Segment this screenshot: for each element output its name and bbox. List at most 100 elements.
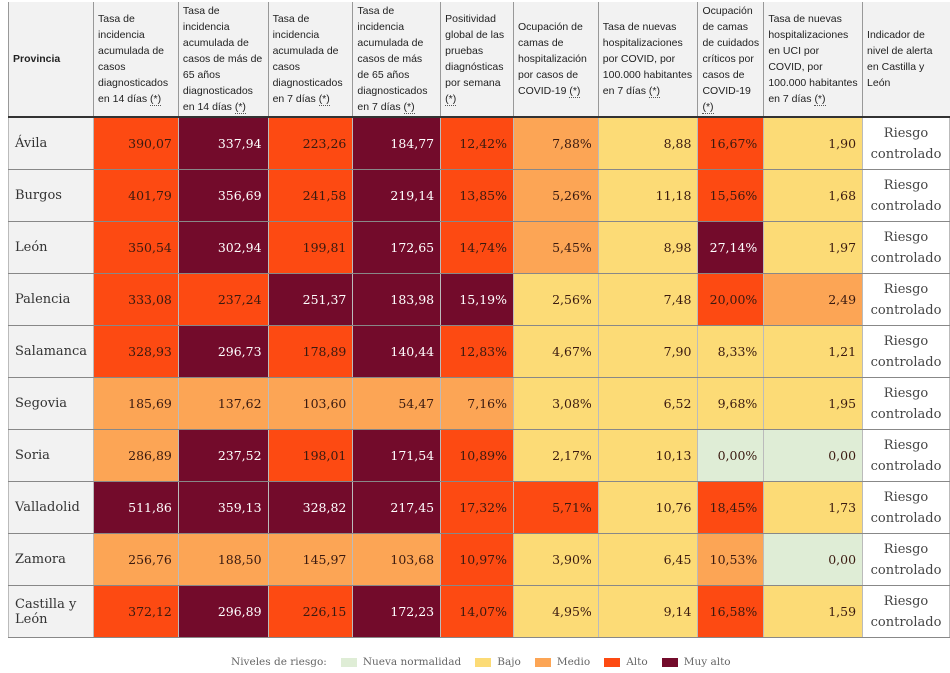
legend-item-label: Muy alto [683, 656, 731, 668]
indicator-cell: 15,56% [697, 169, 765, 222]
indicator-cell: 145,97 [267, 533, 354, 586]
alert-level: Riesgo controlado [862, 429, 950, 482]
indicator-cell: 5,45% [512, 221, 599, 274]
indicator-cell: 241,58 [267, 169, 354, 222]
legend-label: Niveles de riesgo: [231, 656, 327, 668]
indicator-cell: 6,52 [597, 377, 699, 430]
footnote-link[interactable]: (*) [150, 93, 162, 106]
indicator-cell: 219,14 [352, 169, 442, 222]
header-text: Ocupación de camas de hospitalización po… [517, 21, 587, 97]
indicator-cell: 54,47 [352, 377, 442, 430]
indicator-cell: 10,89% [440, 429, 514, 482]
footnote-link[interactable]: (*) [648, 85, 660, 98]
indicator-cell: 0,00% [697, 429, 765, 482]
indicator-cell: 4,67% [512, 325, 599, 378]
indicator-cell: 356,69 [177, 169, 269, 222]
column-header: Provincia [7, 2, 94, 118]
indicator-cell: 1,73 [763, 481, 864, 534]
indicator-cell: 27,14% [697, 221, 765, 274]
legend-item-label: Medio [556, 656, 591, 668]
header-text: Ocupación de camas de cuidados críticos … [702, 5, 760, 97]
table-row: Ávila 390,07 337,94 223,26 184,77 12,42% 7,88%… [7, 116, 950, 170]
table-row: Segovia 185,69 137,62 103,60 54,47 7,16% 3,08%… [7, 377, 950, 430]
alert-level: Riesgo controlado [862, 169, 950, 222]
footnote-link[interactable]: (*) [318, 93, 330, 106]
header-text: Tasa de incidencia acumulada de casos di… [272, 13, 343, 105]
indicator-cell: 359,13 [177, 481, 269, 534]
province-name: Castilla y León [7, 585, 95, 638]
alert-level: Riesgo controlado [862, 325, 950, 378]
province-name: León [7, 221, 95, 274]
indicator-cell: 11,18 [597, 169, 699, 222]
table-row: Palencia 333,08 237,24 251,37 183,98 15,19% 2,… [7, 273, 950, 326]
indicator-cell: 328,93 [93, 325, 179, 378]
indicator-cell: 0,00 [763, 429, 864, 482]
column-header: Tasa de incidencia acumulada de casos di… [267, 2, 353, 118]
indicator-cell: 198,01 [267, 429, 354, 482]
indicator-cell: 10,76 [597, 481, 699, 534]
indicator-cell: 2,49 [763, 273, 864, 326]
footnote-link[interactable]: (*) [445, 93, 457, 106]
indicator-cell: 302,94 [177, 221, 269, 274]
indicator-cell: 2,17% [512, 429, 599, 482]
indicator-cell: 1,68 [763, 169, 864, 222]
province-name: Salamanca [7, 325, 95, 378]
indicator-cell: 5,26% [512, 169, 599, 222]
indicator-cell: 185,69 [93, 377, 179, 430]
indicator-cell: 1,21 [763, 325, 864, 378]
indicator-cell: 286,89 [93, 429, 179, 482]
table-row: Castilla y León 372,12 296,89 226,15 172,23 1… [7, 585, 950, 638]
indicator-cell: 6,45 [597, 533, 699, 586]
indicator-cell: 5,71% [512, 481, 599, 534]
footnote-link[interactable]: (*) [702, 101, 714, 114]
footnote-link[interactable]: (*) [234, 101, 246, 114]
province-name: Burgos [7, 169, 95, 222]
indicator-cell: 172,65 [352, 221, 442, 274]
indicator-cell: 8,98 [597, 221, 699, 274]
alert-level: Riesgo controlado [862, 116, 950, 170]
indicator-cell: 178,89 [267, 325, 354, 378]
indicator-cell: 17,32% [440, 481, 514, 534]
indicator-cell: 2,56% [512, 273, 599, 326]
table-row: Salamanca 328,93 296,73 178,89 140,44 12,83% 4… [7, 325, 950, 378]
column-header: Tasa de incidencia acumulada de casos de… [177, 2, 269, 118]
footnote-link[interactable]: (*) [569, 85, 581, 98]
header-text: Tasa de incidencia acumulada de casos de… [357, 5, 428, 113]
indicator-cell: 12,83% [440, 325, 514, 378]
indicator-cell: 251,37 [267, 273, 354, 326]
alert-level: Riesgo controlado [862, 533, 950, 586]
header-row: Provincia Tasa de incidencia acumulada de… [7, 2, 950, 118]
table-row: Valladolid 511,86 359,13 328,82 217,45 17,32%… [7, 481, 950, 534]
header-text: Tasa de nuevas hospitalizaciones en UCI … [768, 13, 858, 105]
legend-swatch [604, 657, 621, 667]
province-name: Palencia [7, 273, 95, 326]
indicator-cell: 7,48 [597, 273, 699, 326]
indicator-cell: 4,95% [512, 585, 599, 638]
indicator-cell: 183,98 [352, 273, 442, 326]
alert-level: Riesgo controlado [862, 585, 950, 638]
risk-legend: Niveles de riesgo: Nueva normalidad Bajo M… [231, 656, 731, 668]
footnote-link[interactable]: (*) [403, 101, 415, 114]
header-text: Tasa de incidencia acumulada de casos di… [98, 13, 169, 105]
indicator-cell: 217,45 [352, 481, 442, 534]
legend-item-label: Alto [626, 656, 648, 668]
footnote-link[interactable]: (*) [814, 93, 826, 106]
indicator-cell: 188,50 [177, 533, 269, 586]
indicator-cell: 184,77 [352, 116, 442, 170]
indicator-cell: 256,76 [93, 533, 179, 586]
alert-level: Riesgo controlado [862, 273, 950, 326]
indicator-cell: 226,15 [267, 585, 354, 638]
indicator-cell: 511,86 [93, 481, 179, 534]
indicator-cell: 18,45% [697, 481, 765, 534]
indicator-cell: 333,08 [93, 273, 179, 326]
indicator-cell: 15,19% [440, 273, 514, 326]
indicator-cell: 1,59 [763, 585, 864, 638]
header-text: Indicador de nivel de alerta en Castilla… [867, 29, 933, 89]
indicator-cell: 350,54 [93, 221, 179, 274]
indicator-cell: 16,58% [697, 585, 765, 638]
indicator-cell: 171,54 [352, 429, 442, 482]
column-header: Indicador de nivel de alerta en Castilla… [862, 2, 950, 118]
indicator-cell: 172,23 [352, 585, 442, 638]
indicator-cell: 13,85% [440, 169, 514, 222]
indicator-cell: 10,13 [597, 429, 699, 482]
